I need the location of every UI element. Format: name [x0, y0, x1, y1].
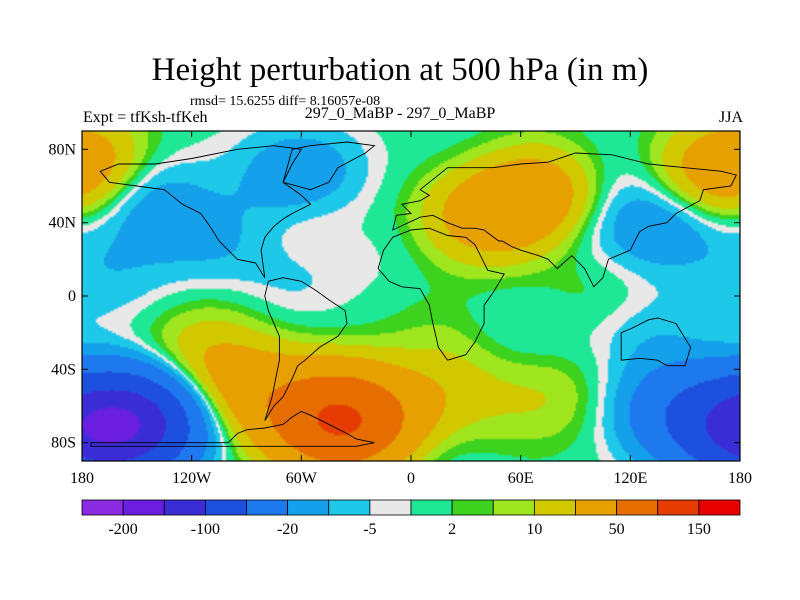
colorbar-label: -100 — [191, 521, 220, 538]
colorbar-swatch — [698, 499, 741, 516]
colorbar-swatch — [616, 499, 659, 516]
x-tick-label: 180 — [70, 470, 94, 487]
colorbar-swatch — [246, 499, 289, 516]
chart-title: Height perturbation at 500 hPa (in m) — [151, 52, 649, 88]
continent-outline-3 — [282, 141, 376, 191]
continent-outlines — [90, 141, 737, 447]
continent-outline-6 — [620, 317, 692, 367]
colorbar-swatch — [410, 499, 453, 516]
y-tick-label: 40S — [51, 361, 76, 378]
colorbar-swatch — [122, 499, 165, 516]
colorbar-swatch — [369, 499, 412, 516]
colorbar-swatch — [287, 499, 330, 516]
colorbar-swatch — [163, 499, 206, 516]
season-label: JJA — [718, 109, 743, 126]
colorbar-label: -5 — [363, 521, 376, 538]
y-tick-label: 80S — [51, 435, 76, 452]
colorbar-swatch — [328, 499, 371, 516]
colorbar-swatch — [575, 499, 618, 516]
experiment-label: Expt = tfKsh-tfKeh — [83, 109, 208, 126]
x-tick-label: 120E — [613, 470, 647, 487]
colorbar-swatch — [451, 499, 494, 516]
rmsd-stats-label: rmsd= 15.6255 diff= 8.16057e-08 — [190, 94, 381, 109]
y-tick-label: 80N — [48, 141, 76, 158]
y-tick-label: 40N — [48, 215, 76, 232]
colorbar-label: -20 — [277, 521, 298, 538]
colorbar-label: -200 — [108, 521, 137, 538]
height-perturbation-field — [82, 131, 740, 461]
colorbar-label: 10 — [526, 521, 542, 538]
colorbar-swatch — [492, 499, 535, 516]
colorbar: -200 -100 -20 -5 2 10 50 150 — [81, 499, 741, 538]
y-axis: 80N 40N 0 40S 80S — [48, 141, 740, 452]
continent-outline-4 — [377, 227, 505, 361]
continent-outline-5 — [392, 152, 737, 288]
x-tick-label: 60E — [508, 470, 534, 487]
x-tick-label: 120W — [172, 470, 212, 487]
x-tick-label: 180 — [728, 470, 752, 487]
colorbar-swatch — [533, 499, 576, 516]
continent-outline-2 — [99, 145, 312, 278]
x-tick-label: 0 — [407, 470, 415, 487]
continent-outline-0 — [90, 410, 375, 447]
x-axis: 180 120W 60W 0 60E 120E 180 — [70, 131, 752, 487]
colorbar-label: 2 — [448, 521, 456, 538]
colorbar-swatch — [657, 499, 700, 516]
colorbar-label: 150 — [687, 521, 711, 538]
continent-outline-1 — [264, 277, 348, 421]
colorbar-label: 50 — [609, 521, 625, 538]
colorbar-swatch — [81, 499, 124, 516]
colorbar-swatch — [204, 499, 247, 516]
case-label: 297_0_MaBP - 297_0_MaBP — [304, 105, 496, 122]
y-tick-label: 0 — [68, 288, 76, 305]
x-tick-label: 60W — [286, 470, 318, 487]
